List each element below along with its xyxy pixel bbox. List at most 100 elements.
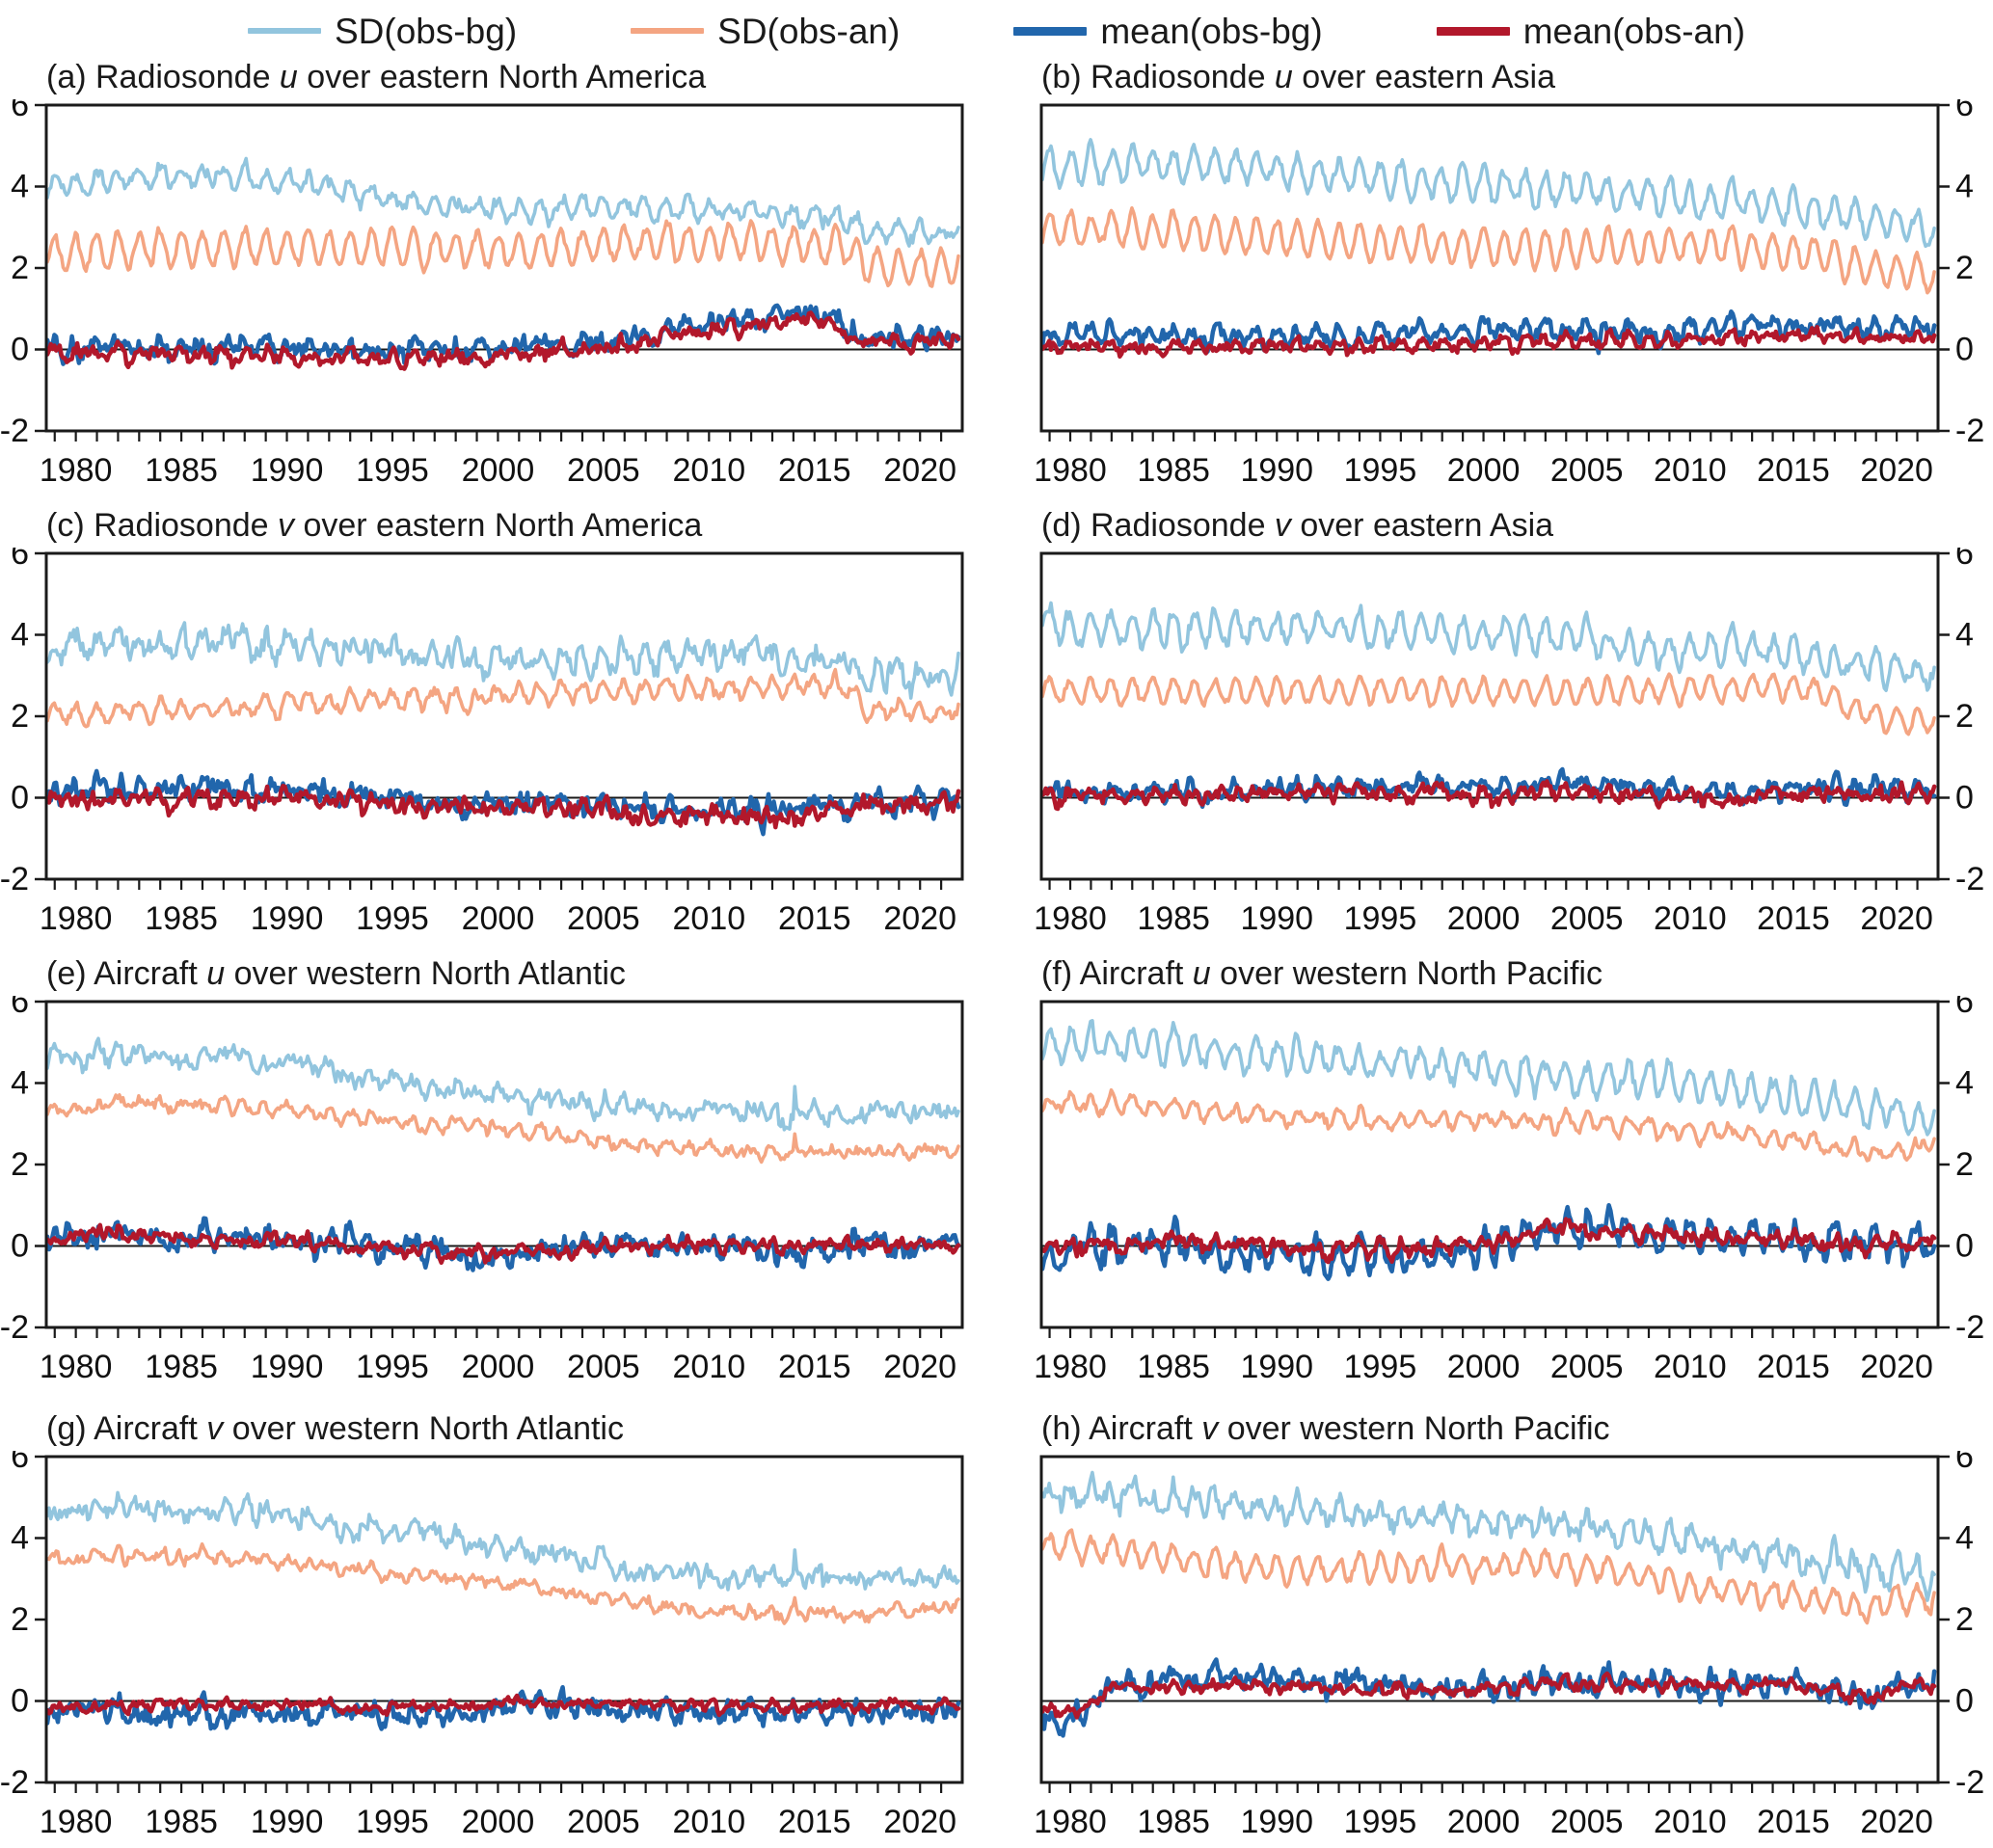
legend-item-mean-obs-an: mean(obs-an) bbox=[1436, 11, 1746, 51]
svg-text:2000: 2000 bbox=[1447, 452, 1521, 489]
panel-h: (h) Aircraft v over western North Pacifi… bbox=[997, 1406, 1993, 1842]
panel-e-title: (e) Aircraft u over western North Atlant… bbox=[0, 951, 996, 996]
svg-text:4: 4 bbox=[1955, 169, 1974, 205]
svg-text:2015: 2015 bbox=[1757, 452, 1830, 489]
svg-text:1990: 1990 bbox=[1240, 452, 1313, 489]
legend-label-mean-obs-an: mean(obs-an) bbox=[1522, 11, 1746, 51]
svg-text:2015: 2015 bbox=[778, 900, 851, 937]
svg-text:2005: 2005 bbox=[1550, 452, 1624, 489]
svg-text:2010: 2010 bbox=[673, 900, 746, 937]
svg-text:1995: 1995 bbox=[1344, 1804, 1417, 1840]
svg-text:2010: 2010 bbox=[1654, 1349, 1727, 1385]
svg-text:1980: 1980 bbox=[40, 452, 113, 489]
svg-text:1990: 1990 bbox=[1240, 1349, 1313, 1385]
panel-c: (c) Radiosonde v over eastern North Amer… bbox=[0, 503, 996, 939]
svg-text:1985: 1985 bbox=[1137, 452, 1210, 489]
svg-text:4: 4 bbox=[11, 1520, 29, 1557]
svg-text:2000: 2000 bbox=[1447, 1349, 1521, 1385]
svg-text:6: 6 bbox=[1955, 1451, 1974, 1475]
svg-text:-2: -2 bbox=[1955, 1764, 1984, 1801]
svg-text:-2: -2 bbox=[1955, 861, 1984, 897]
svg-text:-2: -2 bbox=[1955, 1309, 1984, 1346]
svg-text:2015: 2015 bbox=[1757, 1804, 1830, 1840]
legend-label-mean-obs-bg: mean(obs-bg) bbox=[1100, 11, 1323, 51]
svg-text:-2: -2 bbox=[0, 1309, 29, 1346]
svg-text:6: 6 bbox=[11, 548, 29, 572]
panel-c-title: (c) Radiosonde v over eastern North Amer… bbox=[0, 503, 996, 548]
legend-swatch-mean-obs-bg-icon bbox=[1013, 26, 1088, 36]
panel-d-chart: 1980 1985 1990 1995 2000 2005 2010 2015 2020 -2 0 2… bbox=[1034, 548, 1984, 937]
svg-text:1990: 1990 bbox=[251, 1349, 324, 1385]
panel-a-title-post: over eastern North America bbox=[297, 59, 707, 95]
svg-text:1980: 1980 bbox=[1034, 452, 1107, 489]
svg-text:1980: 1980 bbox=[40, 1349, 113, 1385]
svg-text:4: 4 bbox=[11, 1065, 29, 1102]
svg-text:0: 0 bbox=[11, 1228, 29, 1265]
svg-text:2020: 2020 bbox=[1860, 452, 1933, 489]
svg-text:1980: 1980 bbox=[40, 1804, 113, 1840]
panel-a-chart: 1980 1985 1990 1995 2000 2005 2010 2015 2020 -2 0 2… bbox=[0, 99, 964, 489]
panel-c-title-pre: (c) Radiosonde bbox=[46, 507, 279, 544]
svg-text:2: 2 bbox=[11, 1601, 29, 1638]
svg-text:1995: 1995 bbox=[356, 1804, 429, 1840]
svg-text:6: 6 bbox=[1955, 996, 1974, 1020]
svg-text:2000: 2000 bbox=[1447, 900, 1521, 937]
svg-text:2015: 2015 bbox=[1757, 900, 1830, 937]
panel-h-title-pre: (h) Aircraft bbox=[1041, 1410, 1202, 1447]
svg-text:2010: 2010 bbox=[1654, 452, 1727, 489]
svg-text:2020: 2020 bbox=[1860, 1804, 1933, 1840]
svg-text:2000: 2000 bbox=[462, 452, 535, 489]
legend-item-sd-obs-an: SD(obs-an) bbox=[631, 13, 900, 49]
svg-text:2010: 2010 bbox=[673, 1349, 746, 1385]
svg-text:1980: 1980 bbox=[1034, 1804, 1107, 1840]
panel-e-chart: 1980 1985 1990 1995 2000 2005 2010 2015 2020 -2 0 2… bbox=[0, 996, 964, 1385]
svg-text:0: 0 bbox=[11, 332, 29, 368]
svg-text:1985: 1985 bbox=[145, 900, 218, 937]
panel-c-chart: 1980 1985 1990 1995 2000 2005 2010 2015 2020 -2 0 2… bbox=[0, 548, 964, 937]
svg-text:2: 2 bbox=[11, 250, 29, 286]
svg-text:2000: 2000 bbox=[462, 900, 535, 937]
svg-text:1985: 1985 bbox=[1137, 1349, 1210, 1385]
panel-h-chart: 1980 1985 1990 1995 2000 2005 2010 2015 2020 -2 0 2… bbox=[1034, 1451, 1984, 1840]
svg-text:6: 6 bbox=[1955, 548, 1974, 572]
svg-text:2: 2 bbox=[1955, 250, 1974, 286]
svg-text:2005: 2005 bbox=[567, 900, 640, 937]
svg-text:1995: 1995 bbox=[356, 900, 429, 937]
panel-g-title-post: over western North Atlantic bbox=[223, 1410, 624, 1447]
panel-a-title-pre: (a) Radiosonde bbox=[46, 59, 280, 95]
svg-text:1985: 1985 bbox=[1137, 1804, 1210, 1840]
svg-text:4: 4 bbox=[1955, 1065, 1974, 1102]
svg-text:1995: 1995 bbox=[356, 452, 429, 489]
svg-text:1985: 1985 bbox=[145, 452, 218, 489]
panel-b: (b) Radiosonde u over eastern Asia 1980 1… bbox=[997, 55, 1993, 491]
svg-text:0: 0 bbox=[1955, 780, 1974, 817]
svg-text:2: 2 bbox=[1955, 698, 1974, 735]
svg-text:4: 4 bbox=[1955, 1520, 1974, 1557]
svg-text:1990: 1990 bbox=[251, 452, 324, 489]
panel-g-title: (g) Aircraft v over western North Atlant… bbox=[0, 1406, 996, 1451]
panel-e-title-post: over western North Atlantic bbox=[225, 955, 626, 992]
svg-text:2005: 2005 bbox=[567, 1804, 640, 1840]
svg-text:1985: 1985 bbox=[145, 1804, 218, 1840]
panel-e-title-pre: (e) Aircraft bbox=[46, 955, 207, 992]
panel-b-title: (b) Radiosonde u over eastern Asia bbox=[997, 55, 1993, 99]
legend-swatch-sd-obs-bg-icon bbox=[247, 28, 321, 34]
panel-g-title-pre: (g) Aircraft bbox=[46, 1410, 207, 1447]
panel-a: (a) Radiosonde u over eastern North Amer… bbox=[0, 55, 996, 491]
legend-item-sd-obs-bg: SD(obs-bg) bbox=[247, 11, 518, 51]
panel-d-title-post: over eastern Asia bbox=[1290, 507, 1554, 544]
svg-text:2000: 2000 bbox=[462, 1804, 535, 1840]
svg-text:1990: 1990 bbox=[251, 1804, 324, 1840]
legend-swatch-mean-obs-an-icon bbox=[1436, 26, 1510, 36]
panel-h-title-post: over western North Pacific bbox=[1218, 1410, 1610, 1447]
svg-text:2020: 2020 bbox=[883, 1804, 956, 1840]
svg-text:2015: 2015 bbox=[778, 452, 851, 489]
panel-b-title-post: over eastern Asia bbox=[1292, 59, 1555, 95]
svg-text:4: 4 bbox=[11, 617, 29, 654]
svg-text:1985: 1985 bbox=[145, 1349, 218, 1385]
legend-label-sd-obs-bg: SD(obs-bg) bbox=[334, 11, 518, 51]
panel-f-chart: 1980 1985 1990 1995 2000 2005 2010 2015 2020 -2 0 2… bbox=[1034, 996, 1984, 1385]
legend: SD(obs-bg) SD(obs-an) mean(obs-bg) mean(… bbox=[0, 6, 1993, 56]
legend-swatch-sd-obs-an-icon bbox=[631, 28, 705, 34]
